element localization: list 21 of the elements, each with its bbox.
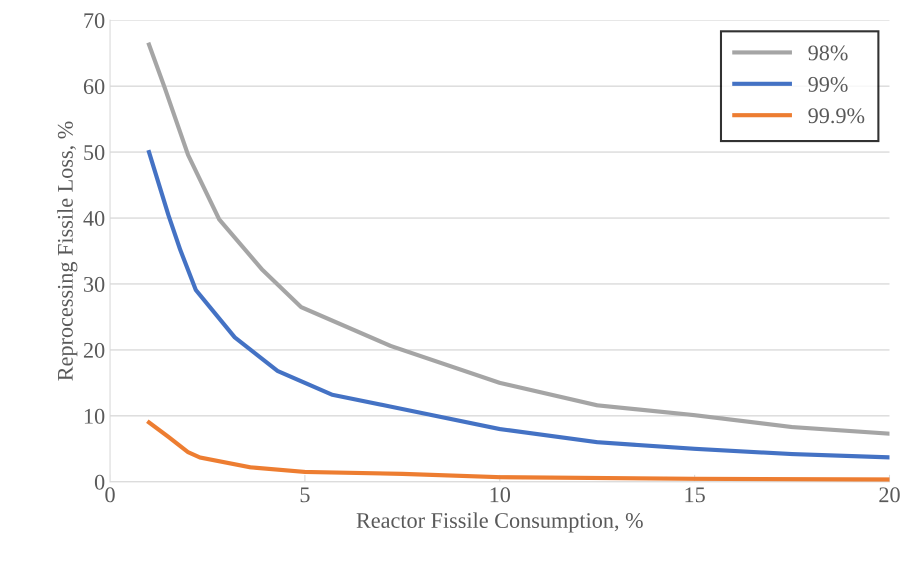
legend-label: 99%	[808, 76, 848, 92]
y-tick-label: 10	[84, 408, 104, 424]
line-series	[146, 150, 890, 460]
y-tick-label: 40	[83, 210, 104, 226]
x-tick-label: 0	[105, 487, 115, 502]
y-tick-label: 60	[84, 79, 104, 94]
y-tick-label: 20	[84, 342, 104, 358]
y-tick-label: 30	[84, 276, 104, 292]
x-axis-title: Reactor Fissile Consumption, %	[356, 512, 643, 533]
x-tick-label: 5	[300, 488, 310, 502]
x-tick-label: 15	[685, 487, 705, 502]
line-series	[146, 420, 890, 482]
line-series	[146, 42, 890, 436]
legend-label: 99.9%	[808, 108, 864, 124]
y-tick-label: 0	[94, 474, 104, 490]
x-tick-label: 10	[490, 487, 510, 502]
y-tick-label: 50	[84, 145, 104, 160]
y-tick-label: 70	[84, 13, 104, 28]
x-tick-label: 20	[879, 487, 900, 502]
legend-label: 98%	[808, 45, 848, 60]
y-axis-title: Reprocessing Fissile Loss, %	[57, 122, 78, 381]
